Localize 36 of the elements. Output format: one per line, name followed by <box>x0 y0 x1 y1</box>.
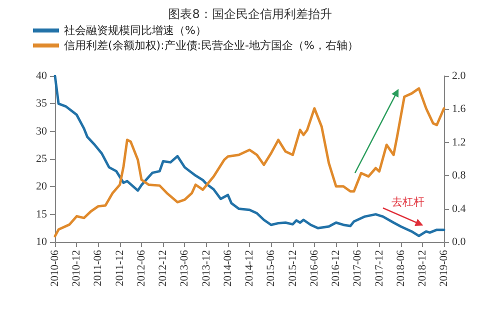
x-tick-label: 2013-12 <box>200 250 212 287</box>
x-tick-label: 2012-12 <box>157 250 170 287</box>
y2-tick-label: 1.2 <box>452 136 466 148</box>
x-tick-label: 2014-12 <box>244 250 256 287</box>
x-tick-label: 2016-06 <box>308 250 320 287</box>
x-tick-label: 2013-06 <box>178 250 191 287</box>
annotation: 去杠杆 <box>392 196 424 208</box>
x-tick-label: 2011-12 <box>114 250 126 286</box>
x-tick-label: 2011-06 <box>92 250 104 286</box>
x-tick-label: 2012-06 <box>136 250 148 287</box>
y-tick-label: 10 <box>36 236 48 248</box>
y-tick-label: 25 <box>36 153 48 165</box>
y2-tick-label: 0.8 <box>452 170 466 182</box>
x-tick-label: 2017-12 <box>373 250 386 287</box>
chart-title: 图表8：国企民企信用利差抬升 <box>168 7 332 21</box>
x-tick-label: 2010-06 <box>49 250 61 287</box>
x-tick-label: 2017-06 <box>352 250 364 287</box>
y-tick-label: 40 <box>36 70 48 82</box>
x-tick-label: 2010-12 <box>70 250 83 287</box>
y2-tick-label: 1.6 <box>452 103 466 116</box>
x-tick-label: 2018-06 <box>394 250 407 287</box>
legend-label: 社会融资规模同比增速（%） <box>64 24 206 37</box>
y-tick-label: 20 <box>36 180 48 193</box>
x-tick-label: 2019-06 <box>438 250 450 287</box>
x-tick-label: 2016-12 <box>330 250 342 287</box>
x-tick-label: 2014-06 <box>222 250 234 287</box>
x-tick-label: 2018-12 <box>416 250 428 287</box>
y2-tick-label: 0.0 <box>452 236 466 248</box>
y2-tick-label: 2.0 <box>452 70 466 82</box>
x-tick-label: 2015-06 <box>265 250 278 287</box>
y2-tick-label: 0.4 <box>452 202 466 215</box>
legend-label: 信用利差(余额加权):产业债:民营企业-地方国企（%，右轴） <box>64 39 358 52</box>
x-tick-label: 2015-12 <box>286 250 299 287</box>
y-tick-label: 30 <box>36 125 48 138</box>
y-tick-label: 35 <box>36 98 48 110</box>
y-tick-label: 15 <box>36 208 48 220</box>
